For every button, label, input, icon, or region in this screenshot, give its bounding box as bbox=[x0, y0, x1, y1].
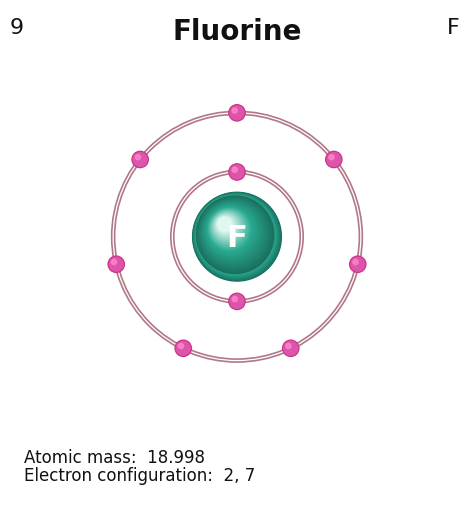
Circle shape bbox=[212, 212, 243, 243]
Circle shape bbox=[211, 211, 245, 244]
Circle shape bbox=[283, 340, 299, 356]
Circle shape bbox=[326, 151, 342, 167]
Text: Electron configuration:  2, 7: Electron configuration: 2, 7 bbox=[24, 467, 255, 485]
Circle shape bbox=[108, 256, 124, 272]
Circle shape bbox=[211, 210, 246, 245]
Circle shape bbox=[192, 192, 282, 281]
Circle shape bbox=[215, 214, 238, 238]
Circle shape bbox=[232, 108, 237, 113]
Circle shape bbox=[199, 199, 269, 269]
Text: 9: 9 bbox=[9, 18, 24, 38]
Circle shape bbox=[193, 193, 281, 280]
Circle shape bbox=[210, 209, 248, 248]
Circle shape bbox=[197, 196, 273, 273]
Circle shape bbox=[203, 203, 261, 260]
Circle shape bbox=[195, 194, 277, 277]
Circle shape bbox=[204, 204, 258, 258]
Circle shape bbox=[229, 105, 245, 121]
Circle shape bbox=[229, 164, 245, 180]
Text: Fluorine: Fluorine bbox=[173, 18, 301, 46]
Circle shape bbox=[178, 344, 183, 349]
Circle shape bbox=[208, 208, 251, 251]
Circle shape bbox=[216, 216, 235, 234]
Circle shape bbox=[214, 214, 239, 238]
Circle shape bbox=[201, 201, 265, 265]
Circle shape bbox=[196, 196, 274, 273]
Circle shape bbox=[215, 215, 236, 236]
Circle shape bbox=[207, 207, 253, 252]
Circle shape bbox=[213, 213, 240, 240]
Circle shape bbox=[351, 258, 365, 271]
Circle shape bbox=[210, 210, 247, 247]
Circle shape bbox=[204, 203, 260, 259]
Circle shape bbox=[286, 344, 291, 349]
Circle shape bbox=[217, 216, 234, 234]
Circle shape bbox=[175, 340, 191, 356]
Circle shape bbox=[209, 209, 249, 248]
Circle shape bbox=[214, 213, 239, 239]
Circle shape bbox=[194, 193, 279, 278]
Circle shape bbox=[218, 217, 232, 232]
Circle shape bbox=[200, 200, 266, 266]
Circle shape bbox=[210, 210, 246, 246]
Circle shape bbox=[193, 193, 280, 279]
Circle shape bbox=[216, 215, 236, 235]
Circle shape bbox=[213, 213, 241, 241]
Circle shape bbox=[212, 212, 242, 242]
Text: F: F bbox=[227, 224, 247, 253]
Circle shape bbox=[196, 195, 274, 274]
Circle shape bbox=[198, 197, 271, 271]
Circle shape bbox=[203, 203, 261, 261]
Circle shape bbox=[232, 297, 237, 302]
Circle shape bbox=[195, 195, 276, 276]
Text: Atomic mass:  18.998: Atomic mass: 18.998 bbox=[24, 449, 205, 467]
Circle shape bbox=[217, 217, 233, 233]
Circle shape bbox=[232, 167, 237, 173]
Circle shape bbox=[211, 211, 244, 243]
Circle shape bbox=[284, 342, 298, 355]
Circle shape bbox=[133, 153, 147, 166]
Circle shape bbox=[109, 258, 123, 271]
Circle shape bbox=[215, 215, 237, 237]
Circle shape bbox=[204, 204, 259, 259]
Circle shape bbox=[197, 197, 272, 272]
Circle shape bbox=[176, 342, 190, 355]
Circle shape bbox=[218, 218, 231, 231]
Circle shape bbox=[353, 260, 358, 265]
Circle shape bbox=[229, 293, 245, 309]
Circle shape bbox=[205, 205, 256, 256]
Circle shape bbox=[230, 106, 244, 120]
Circle shape bbox=[205, 205, 257, 257]
Circle shape bbox=[327, 153, 341, 166]
Text: F: F bbox=[447, 18, 460, 38]
Circle shape bbox=[230, 295, 244, 308]
Circle shape bbox=[196, 195, 275, 275]
Circle shape bbox=[209, 208, 250, 249]
Circle shape bbox=[206, 206, 255, 254]
Circle shape bbox=[198, 198, 271, 270]
Circle shape bbox=[230, 165, 244, 179]
Circle shape bbox=[350, 256, 366, 272]
Circle shape bbox=[208, 207, 252, 252]
Circle shape bbox=[201, 201, 264, 264]
Circle shape bbox=[200, 199, 268, 268]
Circle shape bbox=[202, 202, 263, 263]
Circle shape bbox=[329, 155, 334, 160]
Circle shape bbox=[208, 208, 250, 250]
Circle shape bbox=[202, 202, 262, 262]
Circle shape bbox=[135, 155, 140, 160]
Circle shape bbox=[206, 206, 255, 255]
Circle shape bbox=[207, 206, 254, 253]
Circle shape bbox=[194, 194, 278, 278]
Circle shape bbox=[201, 201, 264, 264]
Circle shape bbox=[200, 200, 267, 267]
Circle shape bbox=[111, 260, 117, 265]
Circle shape bbox=[199, 198, 270, 269]
Circle shape bbox=[132, 151, 148, 167]
